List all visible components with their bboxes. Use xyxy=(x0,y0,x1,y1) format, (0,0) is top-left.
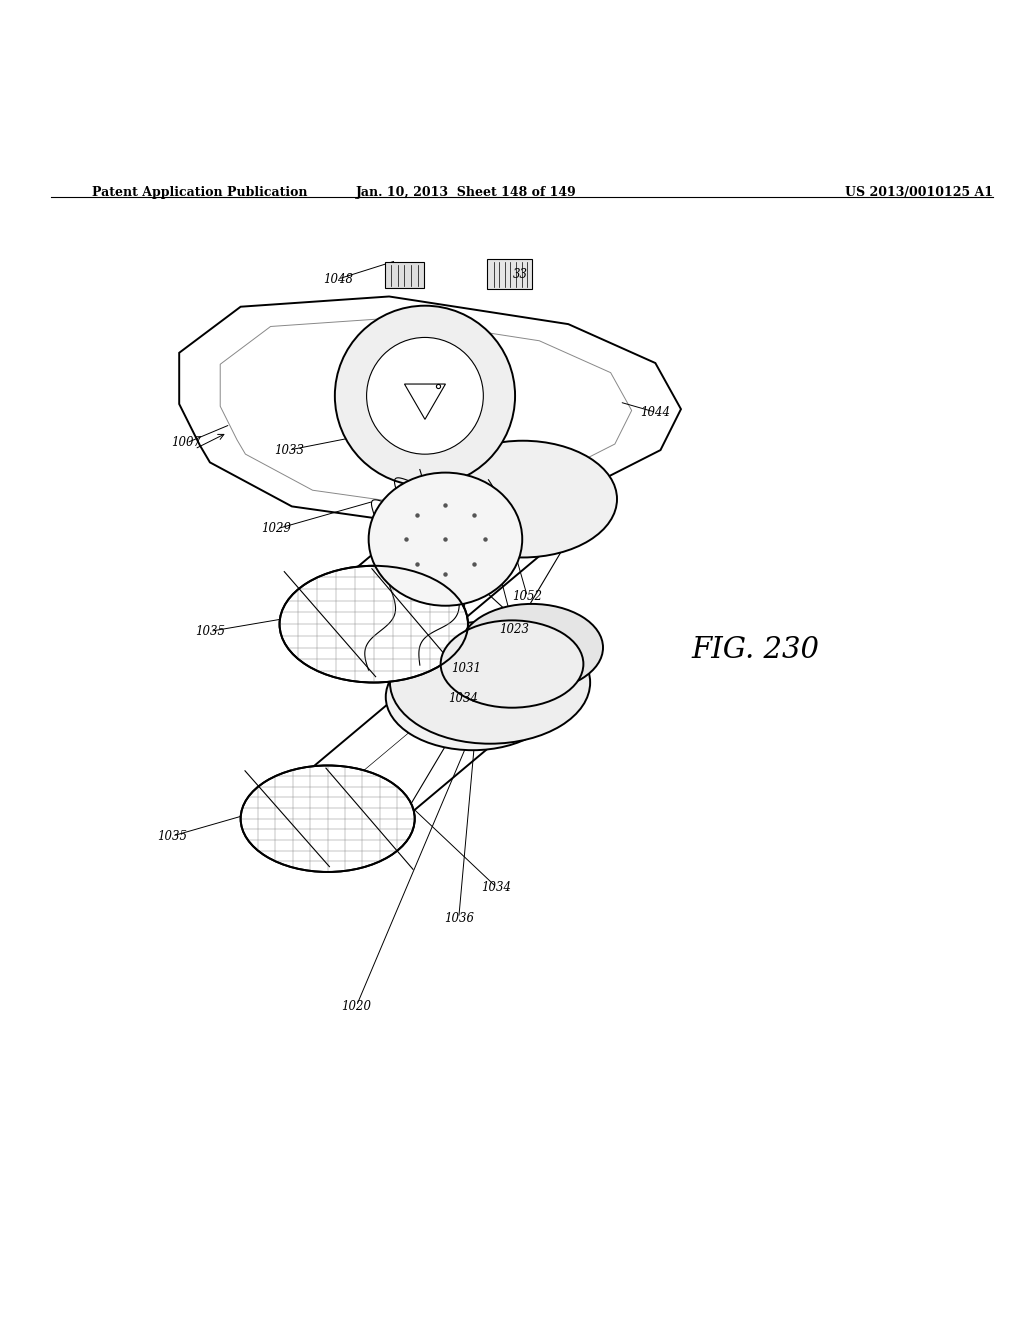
Ellipse shape xyxy=(386,644,560,750)
Text: FIG. 230: FIG. 230 xyxy=(691,636,819,664)
Text: 1034: 1034 xyxy=(447,693,478,705)
Text: US 2013/0010125 A1: US 2013/0010125 A1 xyxy=(845,186,993,199)
Ellipse shape xyxy=(440,620,584,708)
Text: 1034: 1034 xyxy=(481,880,512,894)
Text: 1007: 1007 xyxy=(171,437,202,449)
Text: 1029: 1029 xyxy=(261,523,292,536)
Ellipse shape xyxy=(280,566,468,682)
Text: Patent Application Publication: Patent Application Publication xyxy=(92,186,307,199)
Text: 1033: 1033 xyxy=(273,444,304,457)
Ellipse shape xyxy=(369,473,522,606)
Ellipse shape xyxy=(429,441,617,557)
Text: 1048: 1048 xyxy=(323,272,353,285)
Text: 33: 33 xyxy=(513,268,527,281)
Text: 1044: 1044 xyxy=(640,405,671,418)
Text: 1035: 1035 xyxy=(195,624,225,638)
Text: 1036: 1036 xyxy=(443,912,474,924)
Circle shape xyxy=(335,306,515,486)
Ellipse shape xyxy=(241,766,415,873)
Ellipse shape xyxy=(460,605,603,692)
Text: 1031: 1031 xyxy=(451,661,481,675)
Text: 1035: 1035 xyxy=(157,830,187,842)
Bar xyxy=(385,261,424,288)
Bar xyxy=(487,259,532,289)
Text: Jan. 10, 2013  Sheet 148 of 149: Jan. 10, 2013 Sheet 148 of 149 xyxy=(355,186,577,199)
Circle shape xyxy=(367,338,483,454)
Text: 1052: 1052 xyxy=(512,590,543,603)
Polygon shape xyxy=(179,297,681,519)
Text: 1020: 1020 xyxy=(341,999,372,1012)
Ellipse shape xyxy=(390,622,590,743)
Text: 1023: 1023 xyxy=(499,623,529,636)
